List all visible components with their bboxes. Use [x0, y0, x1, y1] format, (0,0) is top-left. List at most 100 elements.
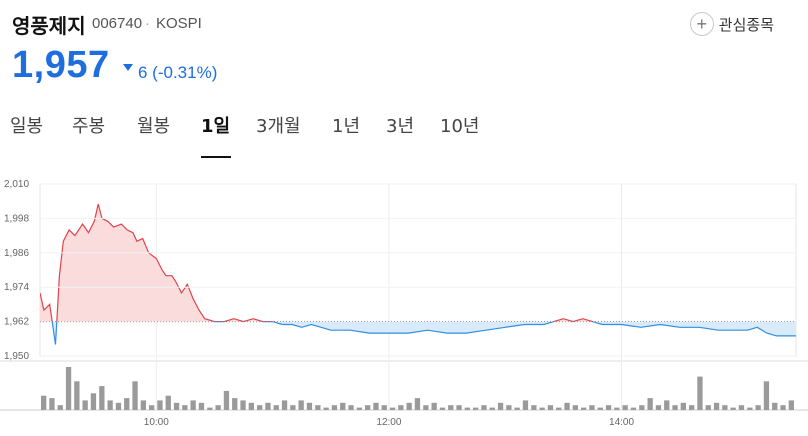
watchlist-label: 관심종목 — [718, 15, 774, 34]
volume-bar — [772, 402, 778, 410]
volume-bar — [140, 400, 146, 410]
stock-name: 영풍제지 — [12, 14, 86, 38]
y-tick-label: 1,950 — [4, 351, 29, 362]
volume-bar — [722, 405, 728, 410]
volume-bar — [406, 402, 412, 410]
volume-bar — [265, 402, 271, 410]
volume-bar — [365, 405, 371, 410]
volume-bar — [788, 400, 794, 410]
volume-bar — [614, 407, 620, 410]
down-arrow-icon — [123, 64, 133, 71]
volume-bar — [738, 405, 745, 410]
volume-bar — [489, 407, 495, 410]
volume-bar — [165, 395, 171, 410]
volume-bar — [597, 407, 603, 410]
volume-bar — [514, 407, 520, 410]
volume-bar — [115, 402, 122, 410]
y-axis-labels: 2,010 1,998 1,986 1,974 1,962 1,950 — [4, 179, 796, 362]
y-tick-label: 1,998 — [4, 213, 29, 224]
volume-bar — [506, 405, 512, 410]
volume-bar — [423, 405, 429, 410]
volume-bar — [198, 402, 205, 410]
volume-bar — [373, 402, 379, 410]
price-area — [40, 204, 796, 345]
x-tick-label: 12:00 — [376, 417, 401, 428]
volume-bar — [398, 405, 404, 410]
x-tick-label: 14:00 — [609, 417, 634, 428]
separator-dot: · — [145, 15, 150, 32]
volume-bar — [215, 405, 221, 410]
volume-bar — [655, 405, 662, 410]
volume-bar — [639, 405, 645, 410]
volume-bar — [763, 381, 770, 410]
volume-bar — [248, 402, 254, 410]
volume-bar — [281, 400, 288, 410]
active-tab-indicator — [201, 156, 231, 158]
plus-icon: + — [689, 12, 714, 36]
volume-bar — [564, 402, 570, 410]
volume-bar — [298, 400, 304, 410]
volume-bar — [572, 405, 578, 410]
y-tick-label: 1,986 — [4, 248, 29, 259]
volume-bar — [464, 407, 470, 410]
tab-3month[interactable]: 3개월 — [256, 116, 301, 137]
volume-bar — [240, 400, 246, 410]
volume-bar — [547, 405, 554, 410]
volume-bar — [680, 402, 686, 410]
volume-bar — [713, 402, 720, 410]
volume-bar — [273, 405, 279, 410]
volume-bar — [381, 405, 387, 410]
volume-bar — [331, 405, 338, 410]
volume-bar — [190, 400, 196, 410]
current-price: 1,957 — [12, 44, 110, 86]
tab-1year[interactable]: 1년 — [332, 116, 361, 137]
volume-bar — [647, 398, 653, 410]
volume-bar — [456, 405, 462, 410]
tab-daily[interactable]: 일봉 — [10, 116, 44, 137]
volume-bar — [290, 405, 296, 410]
volume-bar — [705, 405, 711, 410]
tab-3year[interactable]: 3년 — [386, 116, 415, 137]
x-axis-labels: 10:00 12:00 14:00 — [144, 417, 635, 428]
intraday-chart[interactable]: 2,010 1,998 1,986 1,974 1,962 1,950 10:00 12:0… — [0, 170, 808, 430]
volume-bar — [581, 407, 587, 410]
volume-bar — [448, 405, 454, 410]
volume-bar — [605, 405, 612, 410]
stock-header: 영풍제지 006740 · KOSPI — [12, 8, 808, 38]
volume-bar — [149, 405, 155, 410]
add-watchlist-button[interactable]: + 관심종목 — [689, 11, 774, 37]
volume-bar — [522, 400, 529, 410]
tab-1day[interactable]: 1일 — [201, 116, 231, 137]
volume-bar — [481, 405, 487, 410]
volume-bar — [65, 367, 72, 410]
volume-bar — [755, 405, 761, 410]
tab-10year[interactable]: 10년 — [440, 116, 480, 137]
volume-bar — [223, 390, 230, 410]
volume-bar — [90, 393, 97, 410]
x-tick-label: 10:00 — [144, 417, 169, 428]
volume-bar — [539, 407, 545, 410]
down-area — [52, 321, 796, 345]
volume-bar — [780, 405, 786, 410]
tab-weekly[interactable]: 주봉 — [72, 116, 106, 137]
volume-bar — [41, 395, 47, 410]
up-area — [40, 204, 796, 322]
volume-bar — [389, 407, 396, 410]
volume-bar — [630, 407, 637, 410]
volume-bar — [356, 407, 362, 410]
volume-bar — [173, 402, 180, 410]
volume-bar — [414, 398, 421, 410]
down-line — [51, 321, 796, 345]
tab-monthly[interactable]: 월봉 — [137, 116, 171, 137]
volume-bar — [157, 400, 163, 410]
stock-code: 006740 — [92, 15, 143, 32]
volume-bar — [622, 405, 628, 410]
volume-bar — [132, 381, 138, 410]
price-change: 6 (-0.31%) — [138, 63, 218, 82]
volume-bar — [697, 376, 703, 410]
volume-bar — [49, 398, 55, 410]
volume-bars — [41, 367, 794, 410]
market-name: KOSPI — [156, 15, 202, 32]
volume-bar — [497, 402, 504, 410]
y-tick-label: 1,974 — [4, 282, 29, 293]
